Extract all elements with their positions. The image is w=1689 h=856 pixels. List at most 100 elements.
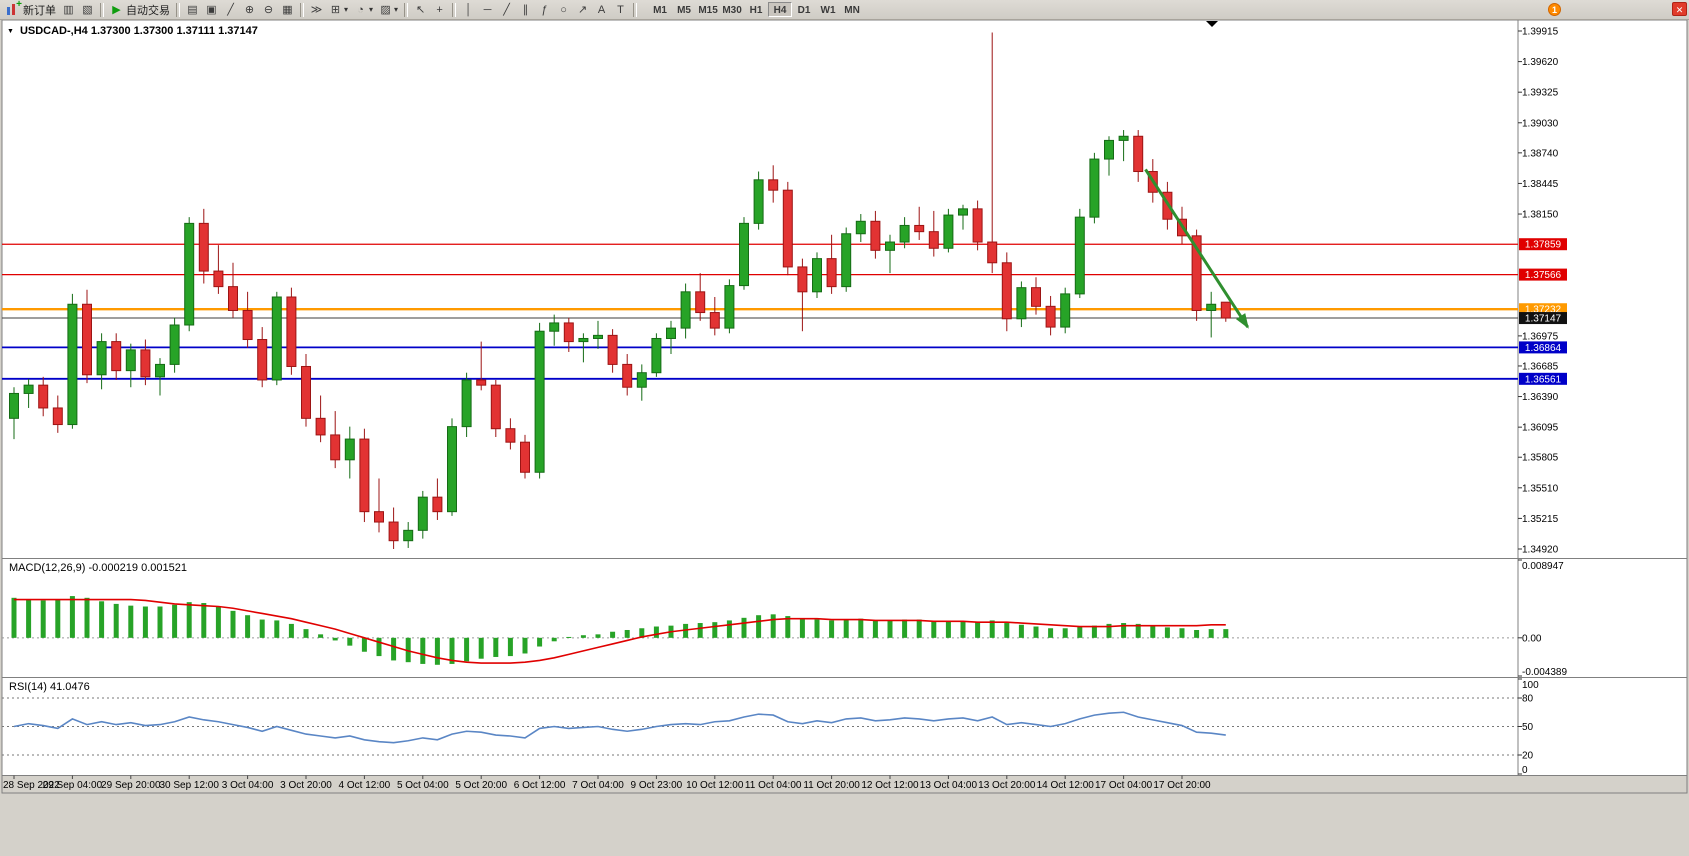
text-button[interactable]: A	[592, 2, 611, 18]
candle	[680, 291, 691, 329]
timeframe-button-m5[interactable]: M5	[677, 5, 691, 16]
timeframe-button-h4[interactable]: H4	[768, 2, 793, 17]
candle	[622, 363, 633, 388]
macd-bar	[683, 623, 689, 638]
chevron-down-icon: ▾	[344, 5, 349, 14]
candle	[388, 521, 399, 542]
price-axis-label: 1.38150	[1522, 210, 1559, 221]
arrows-button[interactable]: ↗	[573, 2, 592, 18]
trend-arrow[interactable]	[1144, 168, 1249, 328]
tile-windows-icon: ▦	[282, 3, 293, 16]
candle	[520, 441, 530, 473]
macd-bar	[11, 597, 17, 638]
auto-trading-button[interactable]: ▶ 自动交易	[107, 2, 173, 18]
time-axis-label: 11 Oct 20:00	[803, 780, 860, 791]
charts-window-button[interactable]: ▥	[59, 2, 78, 18]
hline-button[interactable]: ─	[478, 2, 497, 18]
rsi-axis-label: 20	[1522, 751, 1534, 762]
periods-button[interactable]: ◔ ▾	[351, 2, 376, 18]
price-badge	[1519, 268, 1567, 281]
bar-chart-button[interactable]: ▤	[183, 2, 202, 18]
hline-icon: ─	[483, 3, 492, 16]
candle	[52, 407, 63, 426]
macd-bar	[493, 637, 499, 657]
macd-bar	[405, 637, 411, 663]
text-icon: A	[597, 3, 606, 16]
fibonacci-button[interactable]: ƒ	[535, 2, 554, 18]
tile-windows-button[interactable]: ▦	[278, 2, 297, 18]
macd-bar	[1062, 628, 1068, 638]
candle	[403, 529, 414, 542]
candle	[593, 334, 603, 339]
close-button[interactable]: ✕	[1672, 2, 1687, 16]
rsi-axis-label: 100	[1522, 680, 1539, 691]
macd-bar	[989, 620, 995, 638]
timeframe-button-d1[interactable]: D1	[797, 5, 811, 16]
candle	[636, 372, 647, 388]
macd-bar	[1121, 623, 1127, 638]
close-icon: ✕	[1675, 5, 1684, 15]
line-chart-button[interactable]: ╱	[221, 2, 240, 18]
candle	[563, 322, 574, 343]
timeframe-button-w1[interactable]: W1	[820, 5, 836, 16]
chevron-down-icon: ▾	[394, 5, 399, 14]
macd-bar	[142, 606, 148, 638]
price-axis-label: 1.38740	[1522, 148, 1559, 159]
trendline-button[interactable]: ╱	[497, 2, 516, 18]
price-axis-label: 1.35215	[1522, 514, 1559, 525]
macd-bar	[245, 615, 251, 638]
timeframe-button-mn[interactable]: MN	[844, 5, 860, 16]
label-button[interactable]: T	[611, 2, 630, 18]
macd-bar	[420, 637, 426, 664]
macd-bar	[1106, 623, 1112, 638]
vline-button[interactable]: │	[459, 2, 478, 18]
zoom-out-button[interactable]: ⊖	[259, 2, 278, 18]
toolbar-separator	[633, 2, 638, 17]
profiles-button[interactable]: ▧	[78, 2, 97, 18]
candle	[374, 511, 384, 523]
price-axis-label: 1.34920	[1522, 545, 1559, 556]
indicators-button[interactable]: ⊞ ▾	[326, 2, 351, 18]
timeframe-button-h1[interactable]: H1	[749, 5, 763, 16]
macd-bar	[887, 620, 893, 638]
candle	[125, 349, 136, 372]
templates-button[interactable]: ▨ ▾	[376, 2, 401, 18]
macd-bar	[726, 620, 732, 638]
timeframe-button-m30[interactable]: M30	[722, 5, 742, 16]
macd-bar	[902, 619, 908, 638]
macd-bar	[1194, 629, 1200, 638]
candlestick-button[interactable]: ▣	[202, 2, 221, 18]
candle	[111, 341, 122, 372]
notification-badge-icon[interactable]: 1	[1548, 3, 1561, 16]
step-forward-button[interactable]: ≫	[307, 2, 326, 18]
macd-bar	[1077, 626, 1083, 638]
crosshair-button[interactable]: +	[430, 2, 449, 18]
shapes-button[interactable]: ○	[554, 2, 573, 18]
channel-button[interactable]: ∥	[516, 2, 535, 18]
zoom-in-button[interactable]: ⊕	[240, 2, 259, 18]
timeframe-button-m15[interactable]: M15	[698, 5, 718, 16]
candle	[1031, 287, 1041, 307]
candle	[67, 303, 78, 426]
candle	[695, 291, 706, 314]
candle	[96, 341, 107, 376]
price-badge-label: 1.37566	[1525, 270, 1562, 281]
price-axis-label: 1.35510	[1522, 483, 1559, 494]
macd-bar	[653, 626, 659, 638]
time-axis-label: 5 Oct 20:00	[455, 780, 507, 791]
macd-bar	[960, 621, 966, 638]
candle	[447, 426, 457, 513]
cursor-button[interactable]: ↖	[411, 2, 430, 18]
macd-bar	[201, 603, 207, 638]
candle	[797, 266, 808, 293]
chart-canvas[interactable]: 1.39915 1.39620 1.39325 1.39030 1.38740 1.384…	[0, 20, 1689, 856]
macd-bar	[1150, 625, 1156, 638]
macd-bar	[566, 636, 572, 638]
macd-bar	[274, 620, 280, 638]
timeframe-button-m1[interactable]: M1	[653, 5, 667, 16]
charts-window-icon: ▥	[63, 3, 74, 16]
time-axis-label: 3 Oct 04:00	[222, 780, 274, 791]
scroll-end-marker-icon[interactable]	[1206, 21, 1218, 27]
chevron-down-icon: ▾	[369, 5, 374, 14]
new-order-button[interactable]: + 新订单	[2, 0, 59, 18]
